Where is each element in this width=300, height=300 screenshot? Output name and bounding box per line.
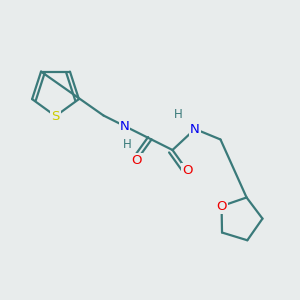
Text: N: N xyxy=(120,119,129,133)
Text: N: N xyxy=(190,122,200,136)
Text: S: S xyxy=(51,110,60,123)
Text: O: O xyxy=(216,200,227,213)
Text: H: H xyxy=(174,108,183,121)
Text: H: H xyxy=(122,138,131,151)
Text: O: O xyxy=(182,164,193,178)
Text: O: O xyxy=(131,154,142,167)
